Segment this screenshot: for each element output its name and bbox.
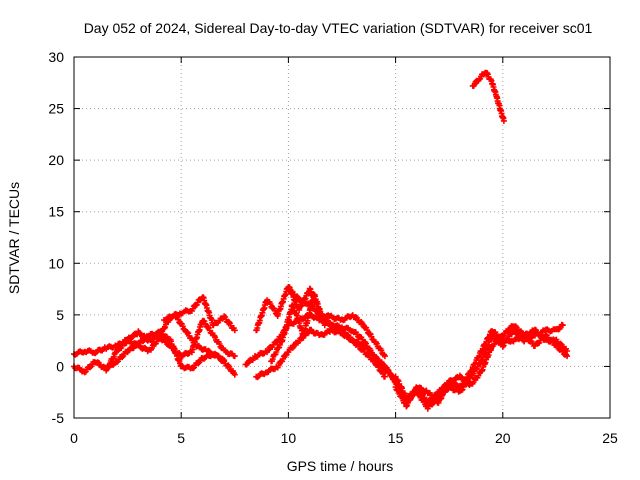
chart-title: Day 052 of 2024, Sidereal Day-to-day VTE… (84, 20, 593, 36)
point-marks (469, 69, 507, 124)
x-tick-label: 20 (495, 430, 511, 446)
x-tick-label: 25 (602, 430, 618, 446)
x-tick-label: 5 (177, 430, 185, 446)
y-tick-label: 20 (48, 152, 64, 168)
x-axis-label: GPS time / hours (287, 458, 394, 474)
data-points (71, 69, 571, 412)
point-marks (268, 291, 328, 365)
series-trace-6 (242, 310, 388, 375)
x-tick-label: 15 (388, 430, 404, 446)
grid-lines (74, 57, 610, 418)
point-marks (392, 323, 571, 410)
y-tick-label: -5 (52, 410, 65, 426)
y-tick-label: 25 (48, 101, 64, 117)
y-tick-label: 30 (48, 49, 64, 65)
point-marks (161, 312, 238, 378)
y-tick-label: 0 (56, 358, 64, 374)
point-marks (242, 310, 388, 375)
x-tick-label: 0 (70, 430, 78, 446)
axis-ticks: 0 5 10 15 20 25 -5 0 5 10 15 20 25 30 (48, 49, 618, 446)
y-tick-label: 10 (48, 255, 64, 271)
series-trace-12 (392, 323, 571, 410)
series-trace-3 (103, 328, 228, 372)
point-marks (103, 328, 228, 372)
series-trace-13 (469, 69, 507, 124)
y-tick-label: 15 (48, 204, 64, 220)
plot-frame (73, 56, 611, 419)
series-trace-9 (268, 291, 328, 365)
y-tick-label: 5 (56, 307, 64, 323)
y-axis-label: SDTVAR / TECUs (6, 182, 22, 294)
x-tick-label: 10 (281, 430, 297, 446)
series-trace-4 (161, 312, 238, 378)
